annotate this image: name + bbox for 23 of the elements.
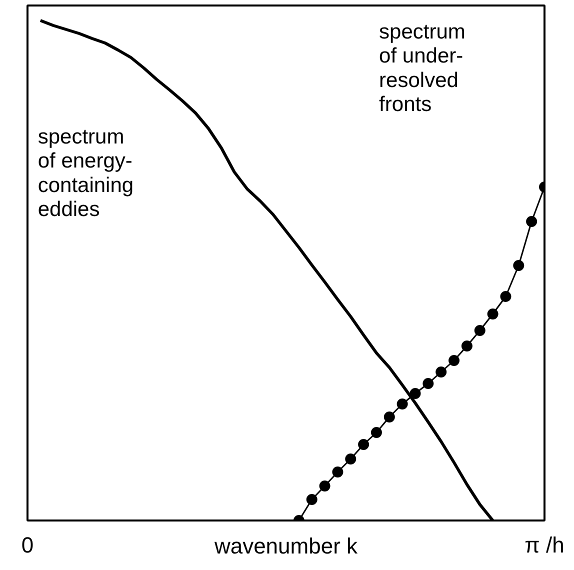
point (410, 388, 421, 399)
annotation: spectrum of energy- containing eddies (38, 126, 134, 221)
x-axis-title: wavenumber k (213, 534, 359, 558)
point (332, 466, 344, 478)
x-tick-label: 0 (21, 532, 34, 558)
point (396, 398, 408, 410)
point (306, 494, 318, 505)
point (319, 480, 330, 492)
point (358, 439, 370, 450)
point (384, 412, 395, 422)
point (500, 291, 512, 302)
annotation: spectrum of under- resolved fronts (379, 20, 466, 116)
point (461, 340, 472, 352)
point (345, 454, 356, 464)
x-tick-label: π /h (524, 532, 564, 558)
point (487, 308, 498, 320)
point (448, 355, 460, 366)
point (436, 366, 447, 378)
point (474, 325, 486, 336)
point (370, 427, 382, 438)
point (513, 260, 524, 271)
point (526, 216, 538, 227)
point (422, 378, 434, 389)
